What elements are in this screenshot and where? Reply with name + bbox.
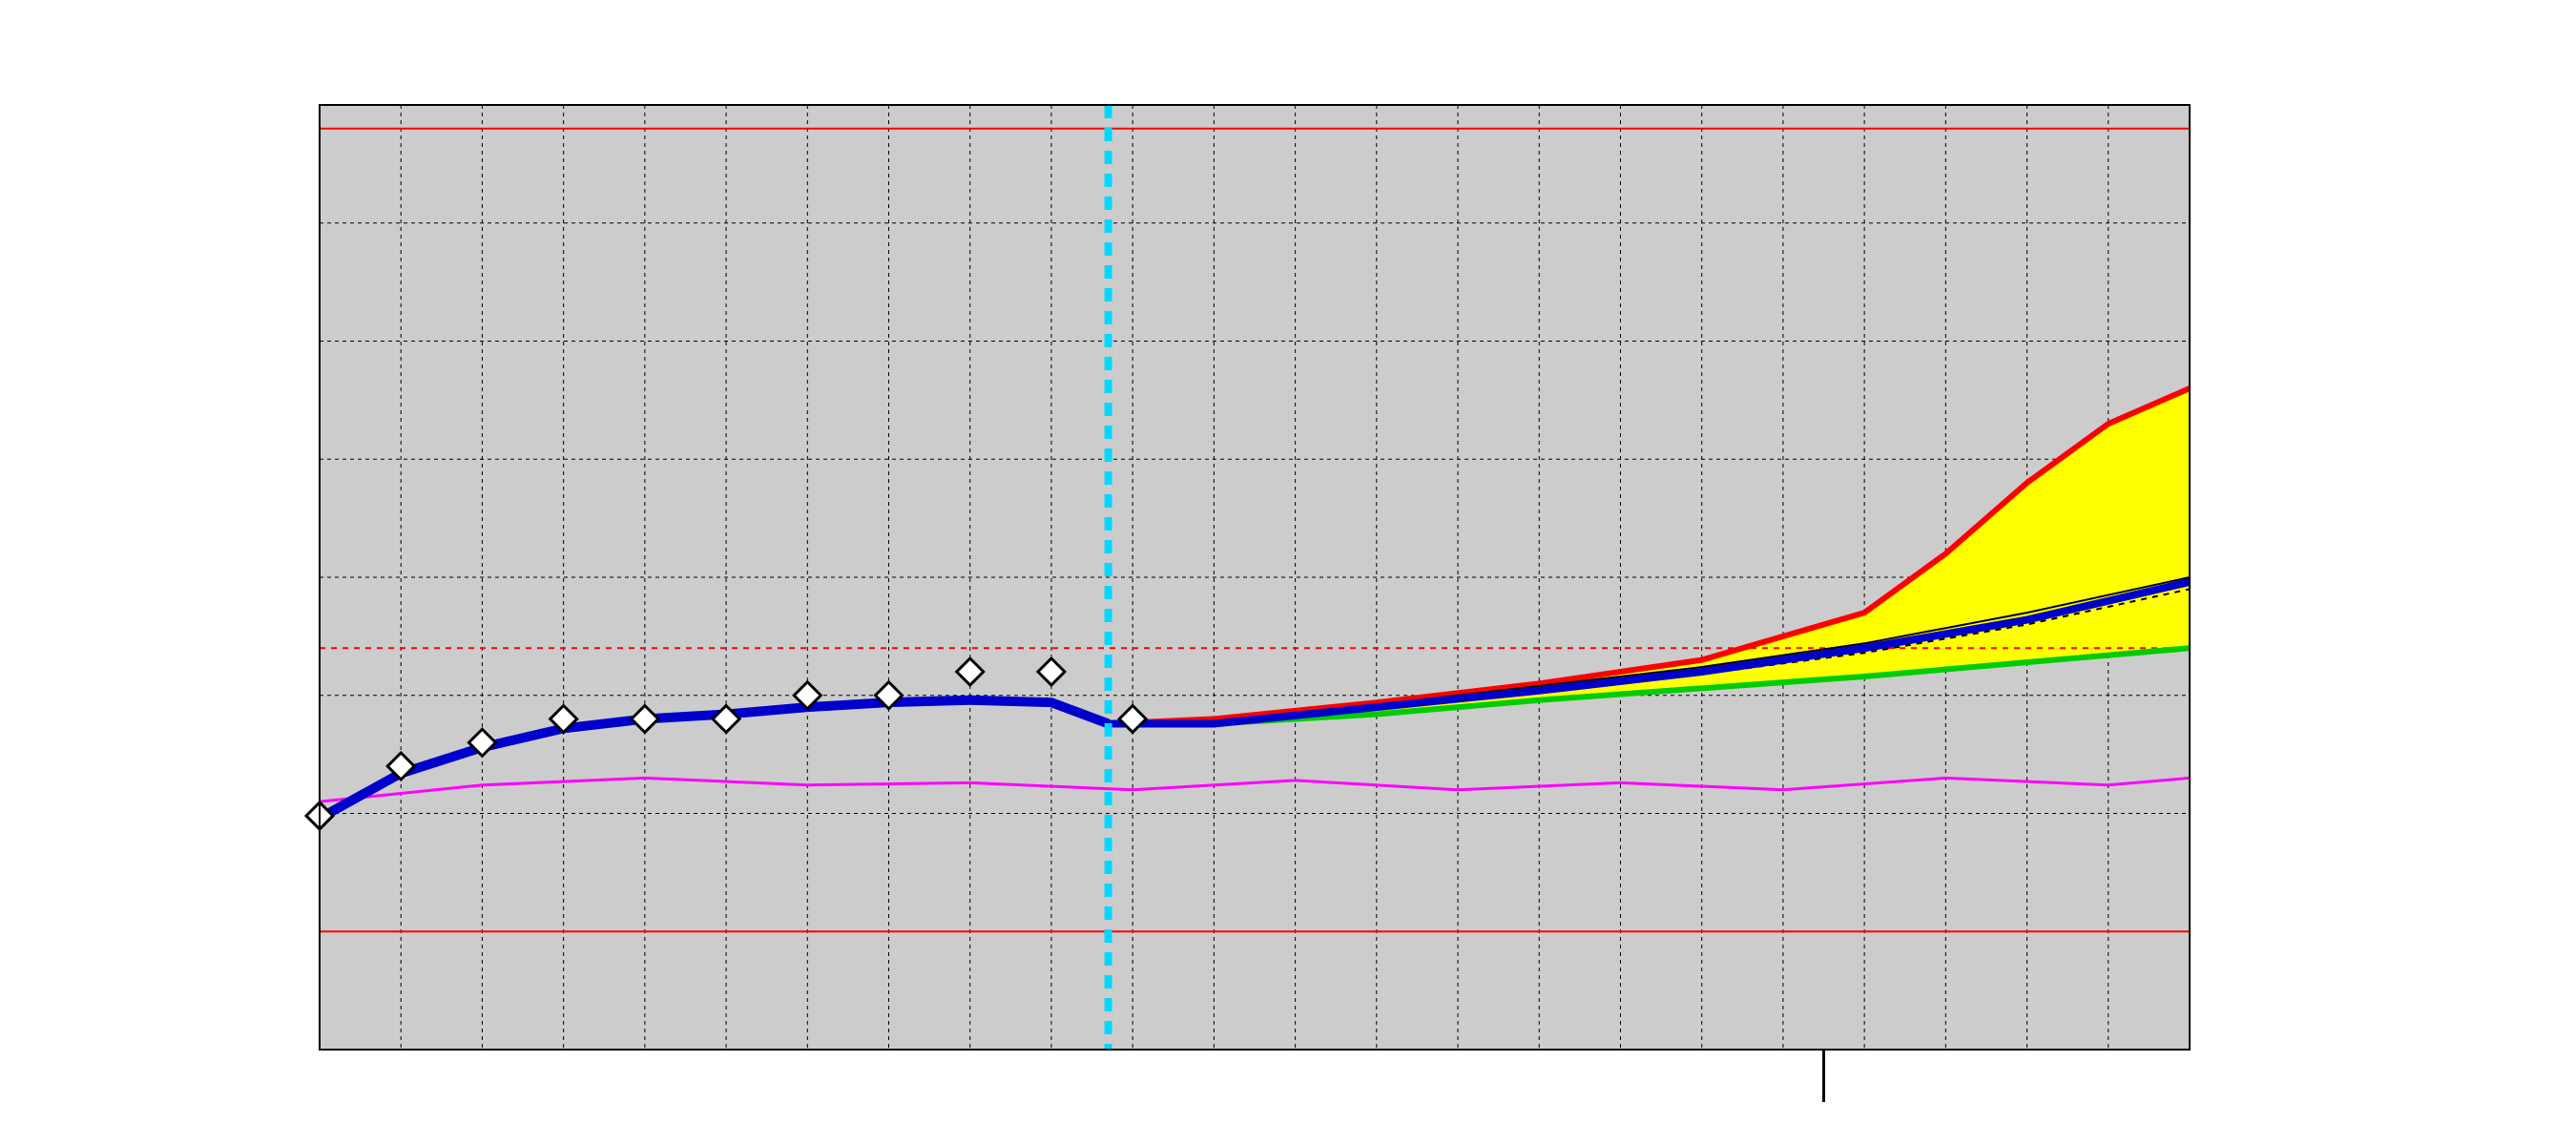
- water-level-chart: [0, 0, 2576, 1145]
